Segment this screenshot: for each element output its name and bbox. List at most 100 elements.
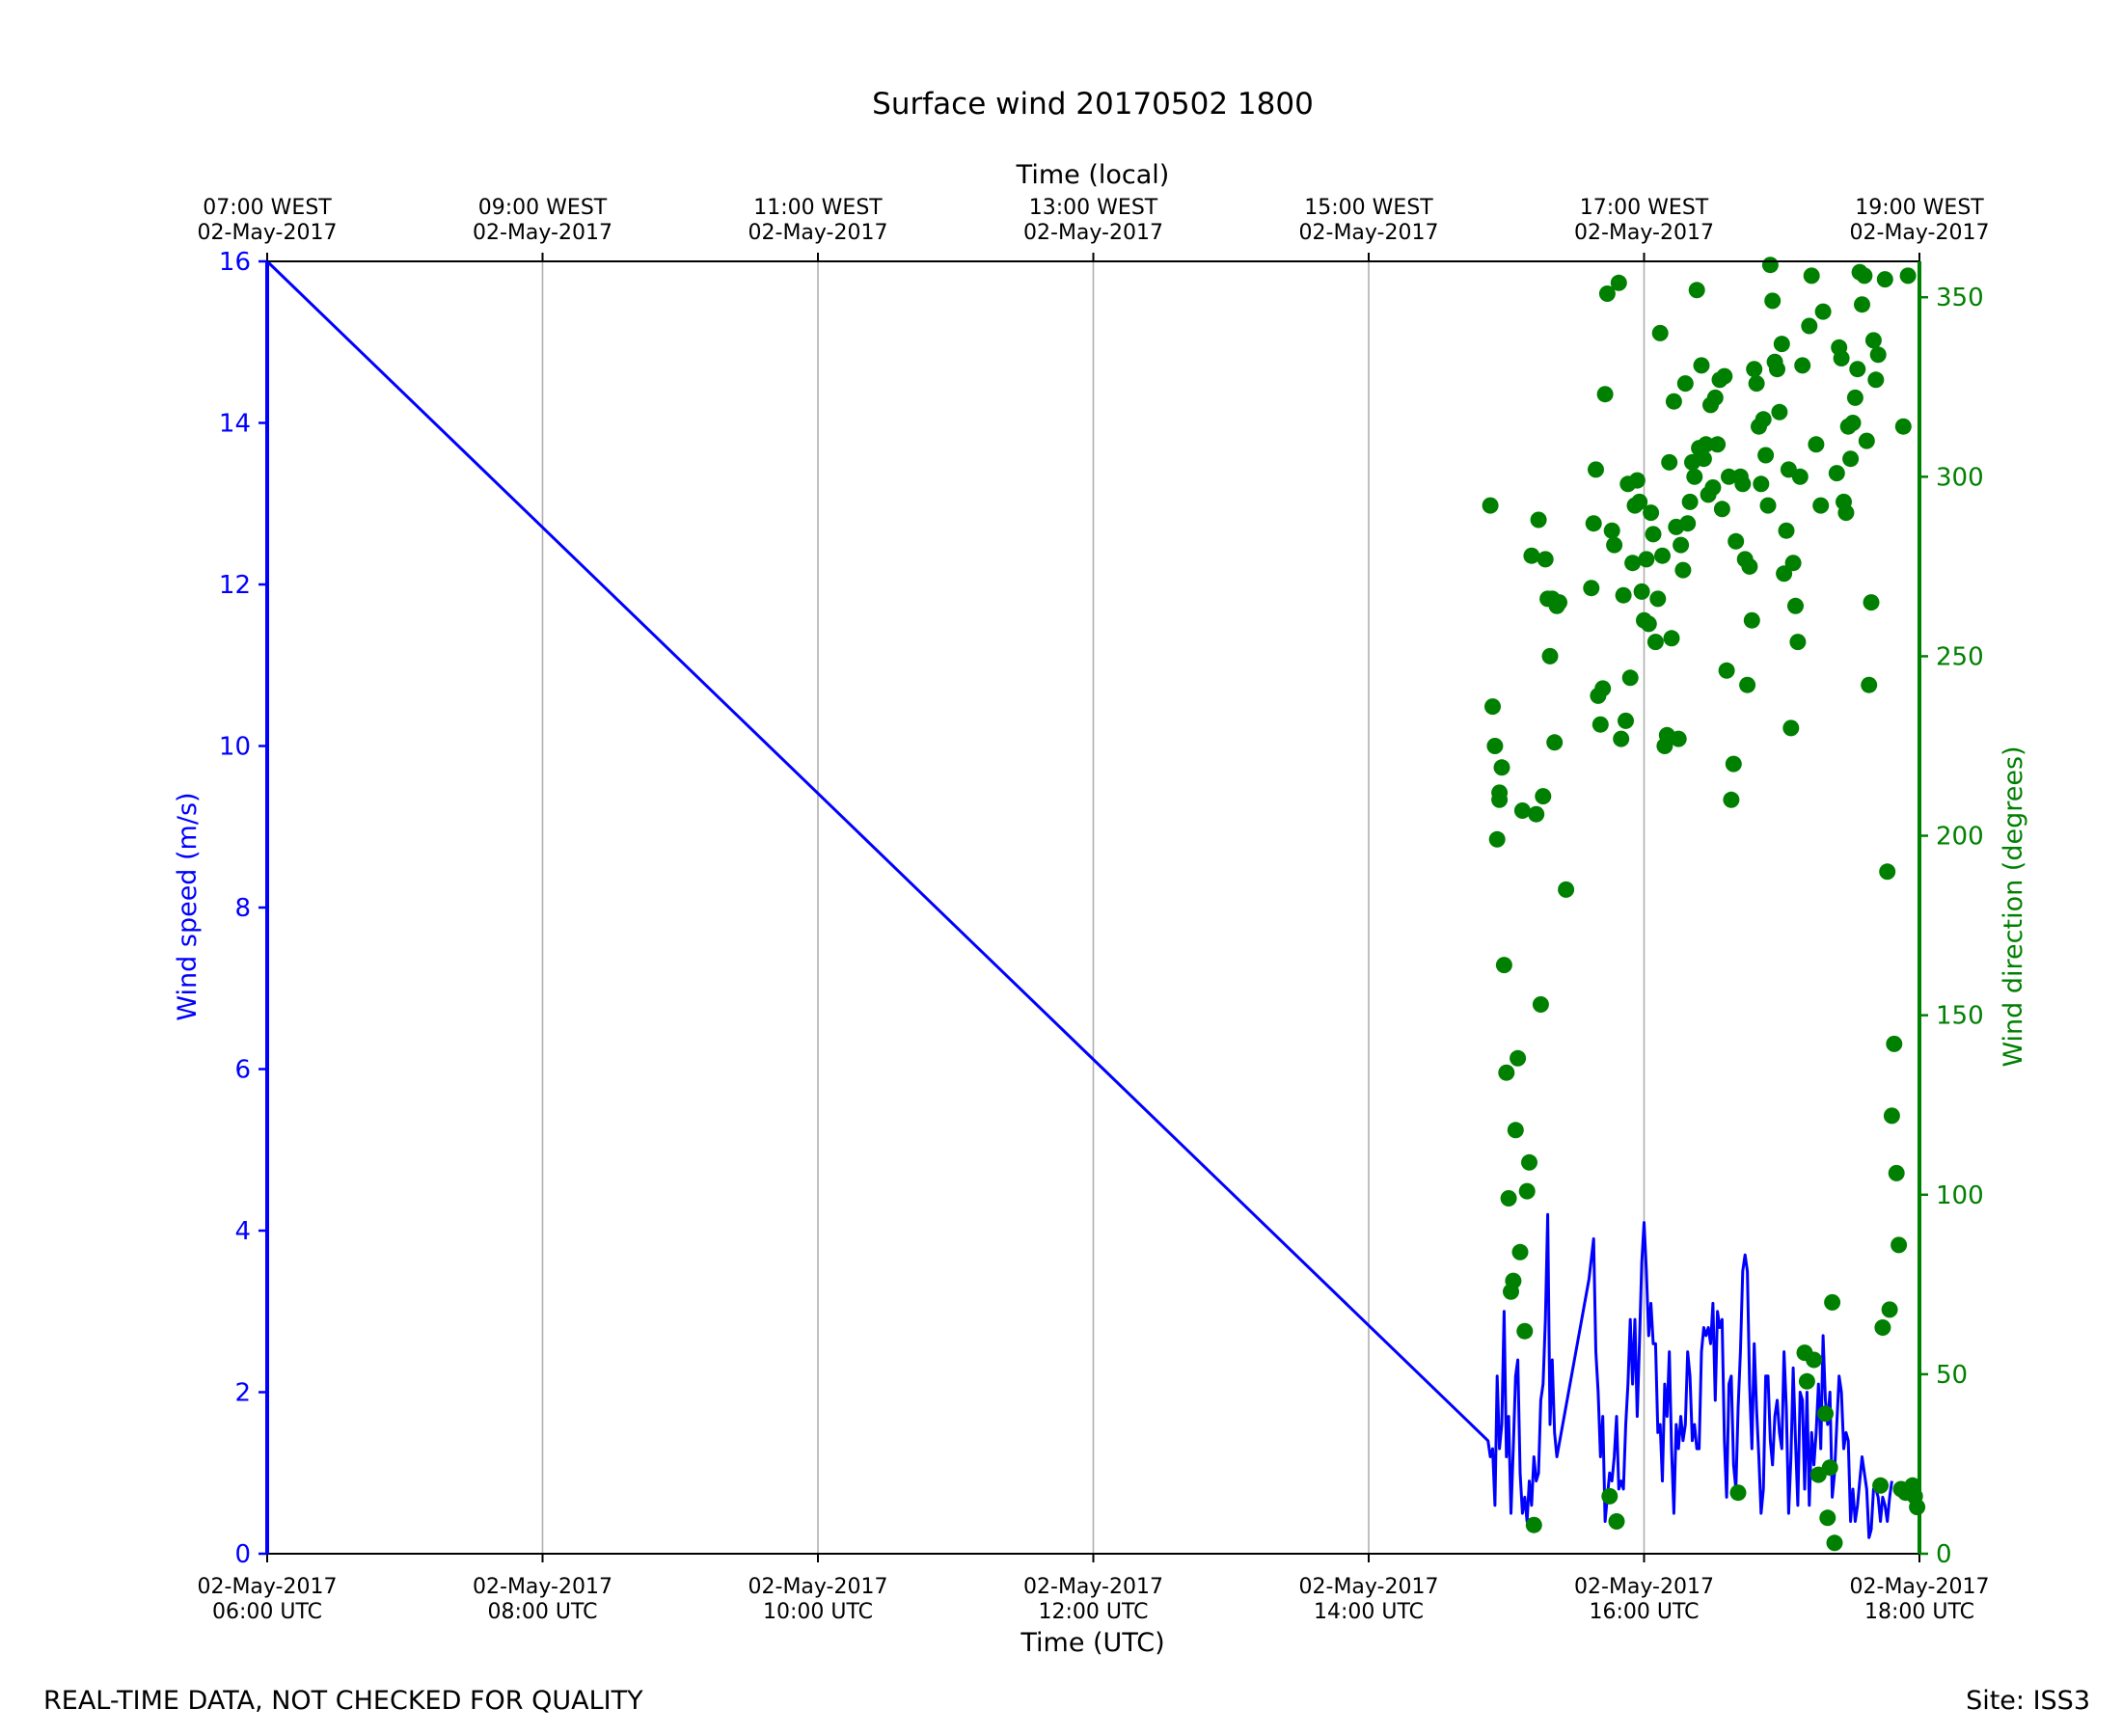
wind-direction-point — [1899, 267, 1917, 285]
wind-direction-point — [1606, 536, 1623, 554]
x-tick-label-top-date: 02-May-2017 — [748, 221, 888, 245]
wind-direction-point — [1596, 386, 1614, 403]
wind-direction-point — [1867, 371, 1885, 389]
wind-direction-point — [1713, 501, 1730, 518]
wind-direction-point — [1784, 555, 1802, 572]
y-tick-label-left: 4 — [234, 1217, 251, 1246]
wind-direction-point — [1764, 292, 1782, 310]
wind-direction-point — [1646, 634, 1664, 651]
x-tick-label-top-time: 17:00 WEST — [1580, 196, 1709, 220]
wind-direction-point — [1723, 791, 1740, 808]
x-tick-label-top-time: 07:00 WEST — [203, 196, 332, 220]
wind-direction-point — [1721, 468, 1737, 485]
wind-direction-point — [1771, 403, 1788, 420]
left-axis-label: Wind speed (m/s) — [173, 792, 203, 1020]
wind-direction-point — [1495, 957, 1512, 974]
x-tick-label-top-date: 02-May-2017 — [1574, 221, 1714, 245]
wind-direction-point — [1498, 1064, 1515, 1081]
wind-direction-point — [1511, 1243, 1529, 1261]
wind-direction-point — [1778, 522, 1795, 539]
wind-direction-point — [1794, 357, 1811, 374]
wind-direction-point — [1654, 547, 1671, 564]
wind-direction-point — [1645, 526, 1662, 543]
wind-direction-point — [1858, 432, 1875, 449]
y-tick-label-right: 300 — [1936, 463, 1984, 492]
wind-direction-point — [1844, 415, 1862, 431]
wind-direction-point — [1709, 436, 1727, 453]
wind-direction-point — [1728, 532, 1745, 550]
wind-direction-point — [1743, 611, 1760, 629]
wind-direction-point — [1651, 324, 1669, 341]
wind-direction-point — [1787, 597, 1804, 614]
wind-direction-point — [1638, 551, 1655, 568]
wind-direction-point — [1789, 634, 1807, 651]
x-tick-label-top-date: 02-May-2017 — [1850, 221, 1990, 245]
wind-direction-point — [1681, 493, 1699, 510]
wind-direction-point — [1665, 393, 1682, 410]
wind-direction-point — [1716, 367, 1733, 385]
wind-direction-point — [1505, 1272, 1522, 1289]
wind-direction-point — [1613, 730, 1630, 747]
wind-direction-point — [1863, 594, 1880, 611]
wind-direction-point — [1621, 669, 1639, 687]
wind-direction-point — [1782, 719, 1800, 737]
y-tick-label-left: 2 — [234, 1379, 251, 1408]
wind-direction-point — [1518, 1182, 1536, 1200]
wind-direction-point — [1661, 453, 1678, 471]
site-label: Site: ISS3 — [1966, 1686, 2090, 1716]
x-tick-label-top-time: 13:00 WEST — [1029, 196, 1158, 220]
wind-direction-series — [1482, 257, 1926, 1552]
wind-direction-point — [1821, 1459, 1838, 1477]
wind-direction-point — [1748, 375, 1765, 393]
y-tick-label-right: 100 — [1936, 1181, 1984, 1210]
wind-direction-point — [1633, 583, 1650, 600]
wind-direction-point — [1537, 551, 1554, 568]
wind-direction-point — [1585, 515, 1602, 532]
wind-direction-point — [1704, 479, 1722, 496]
wind-direction-point — [1670, 730, 1687, 747]
wind-direction-point — [1482, 497, 1499, 514]
wind-direction-point — [1854, 296, 1870, 313]
wind-direction-point — [1741, 557, 1758, 575]
x-tick-label-top-time: 19:00 WEST — [1855, 196, 1984, 220]
wind-direction-point — [1734, 475, 1752, 493]
wind-direction-point — [1663, 630, 1680, 647]
wind-direction-point — [1883, 1107, 1900, 1125]
wind-direction-point — [1761, 257, 1779, 274]
quality-note: REAL-TIME DATA, NOT CHECKED FOR QUALITY — [43, 1686, 643, 1716]
y-tick-label-left: 16 — [219, 248, 251, 277]
x-tick-label-top-date: 02-May-2017 — [1023, 221, 1163, 245]
wind-direction-point — [1530, 511, 1547, 529]
y-tick-label-left: 10 — [219, 733, 251, 762]
right-axis-label: Wind direction (degrees) — [1999, 746, 2028, 1067]
wind-direction-point — [1643, 504, 1660, 522]
x-tick-label-bottom-time: 06:00 UTC — [212, 1600, 322, 1624]
wind-direction-point — [1806, 1351, 1823, 1369]
y-tick-label-right: 0 — [1936, 1540, 1952, 1569]
wind-direction-point — [1909, 1499, 1926, 1516]
x-tick-label-bottom-time: 18:00 UTC — [1864, 1600, 1974, 1624]
top-axis-label: Time (local) — [1016, 160, 1170, 190]
y-tick-label-right: 250 — [1936, 642, 1984, 671]
wind-direction-point — [1849, 361, 1866, 378]
wind-direction-point — [1674, 561, 1692, 579]
wind-direction-point — [1695, 450, 1712, 468]
wind-direction-point — [1521, 1153, 1537, 1171]
x-tick-label-bottom-time: 14:00 UTC — [1314, 1600, 1424, 1624]
y-tick-label-right: 150 — [1936, 1002, 1984, 1031]
wind-direction-point — [1615, 586, 1632, 604]
y-tick-label-left: 6 — [234, 1056, 251, 1085]
wind-direction-point — [1679, 515, 1697, 532]
wind-direction-point — [1706, 389, 1724, 406]
wind-direction-point — [1888, 1164, 1905, 1181]
x-tick-label-bottom-date: 02-May-2017 — [1850, 1575, 1990, 1599]
x-tick-label-top-time: 15:00 WEST — [1304, 196, 1433, 220]
x-tick-label-bottom-time: 12:00 UTC — [1038, 1600, 1148, 1624]
x-tick-label-top-time: 11:00 WEST — [753, 196, 883, 220]
wind-direction-point — [1812, 497, 1830, 514]
wind-direction-point — [1516, 1322, 1534, 1340]
wind-direction-point — [1698, 436, 1715, 453]
wind-direction-point — [1791, 468, 1809, 485]
x-tick-label-top-date: 02-May-2017 — [198, 221, 338, 245]
x-tick-label-bottom-date: 02-May-2017 — [1299, 1575, 1439, 1599]
